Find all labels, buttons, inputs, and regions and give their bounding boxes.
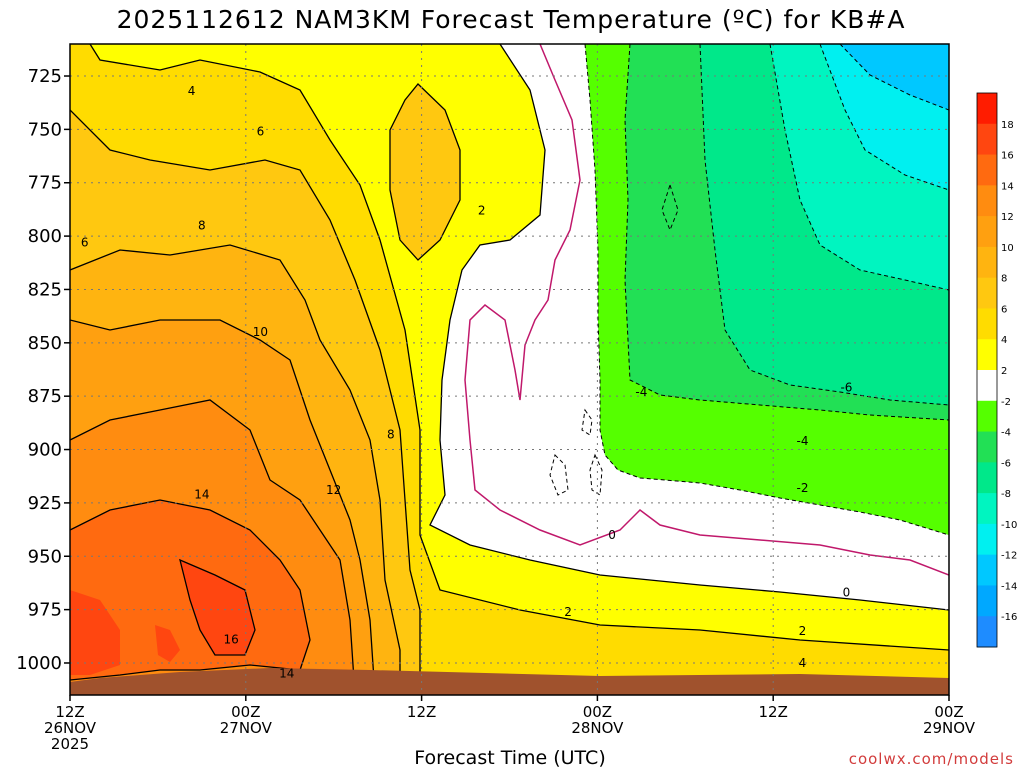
contour-label: 12 [326,483,341,497]
colorbar-label: -8 [1001,489,1011,500]
y-tick-label: 875 [28,386,62,407]
colorbar-label: -12 [1001,551,1017,562]
pressure-axis: 725 750 775 800 825 850 875 900 925 950 975 1000 [16,66,70,674]
colorbar-label: 18 [1001,120,1014,131]
contour-labels: 4 6 6 8 10 8 12 14 16 14 2 2 0 2 0 4 -4 -6 -4 -2 [81,84,853,681]
colorbar-swatch [977,277,997,309]
colorbar-swatch [977,585,997,617]
x-tick-label: 00Z [583,703,612,721]
contour-label: -4 [797,434,809,448]
x-tick-label: 26NOV [44,719,97,737]
colorbar-label: 2 [1001,366,1007,377]
colorbar-label: -6 [1001,458,1011,469]
colorbar-swatch [977,339,997,371]
colorbar-label: 16 [1001,151,1014,162]
region-warm-16 [70,560,255,675]
region-warm-6-pocket [390,84,460,260]
colorbar-label: 12 [1001,212,1014,223]
region-cold-minus14 [840,44,949,110]
contour-label: 14 [194,487,209,501]
contour-label: 4 [799,656,807,670]
colorbar-label: 10 [1001,243,1014,254]
colorbar-label: -14 [1001,581,1017,592]
contour-label: 16 [224,633,239,647]
y-tick-label: 775 [28,173,62,194]
y-tick-label: 950 [28,546,62,567]
x-tick-label: 27NOV [220,719,273,737]
x-tick-label: 00Z [934,703,963,721]
colorbar-label: 4 [1001,335,1007,346]
contour-label: 4 [188,84,196,98]
x-tick-label: 12Z [759,703,788,721]
colorbar-label: 6 [1001,304,1007,315]
colorbar-swatch [977,462,997,494]
colorbar-label: -10 [1001,520,1017,531]
colorbar-swatch [977,400,997,433]
colorbar-swatch [977,154,997,186]
y-tick-label: 750 [28,119,62,140]
region-cold-minus2 [585,44,949,535]
contour-label: 2 [799,624,807,638]
contour-label: -6 [840,381,852,395]
colorbar-swatch [977,431,997,463]
colorbar: 18 16 14 12 10 8 6 4 2 -2 -4 -6 -8 -10 -12 -14 -16 [976,92,1017,648]
plot-frame [69,43,950,696]
contour-label: 6 [81,236,89,250]
x-axis-label: Forecast Time (UTC) [414,747,605,768]
x-tick-label: 00Z [231,703,260,721]
colorbar-label: -16 [1001,612,1017,623]
colorbar-label: -2 [1001,397,1011,408]
contour-label: 6 [257,125,265,139]
colorbar-swatch [977,246,997,279]
chart-title: 2025112612 NAM3KM Forecast Temperature (… [117,5,906,34]
colorbar-swatch [977,185,997,217]
y-tick-label: 825 [28,279,62,300]
colorbar-swatch [977,216,997,248]
x-tick-label: 12Z [407,703,436,721]
y-tick-label: 725 [28,66,62,87]
colorbar-label: 14 [1001,181,1014,192]
y-tick-label: 1000 [16,653,62,674]
contour-label: 2 [564,605,572,619]
terrain [70,668,949,695]
colorbar-frame [976,92,998,648]
contour-label: -2 [797,481,809,495]
y-tick-label: 925 [28,493,62,514]
colorbar-swatch [977,308,997,340]
x-tick-label: 2025 [51,735,89,753]
colorbar-swatch [977,493,997,525]
colorbar-label: 8 [1001,274,1007,285]
x-tick-label: 28NOV [571,719,624,737]
x-tick-label: 12Z [55,703,84,721]
colorbar-swatch [977,554,997,586]
contour-label: 0 [843,586,851,600]
colorbar-swatch [977,93,997,125]
contour-label: 10 [253,325,268,339]
contour-label: -4 [635,385,647,399]
contour-label: 2 [478,203,486,217]
y-tick-label: 800 [28,226,62,247]
y-tick-label: 975 [28,600,62,621]
y-tick-label: 900 [28,440,62,461]
colorbar-label: -4 [1001,428,1011,439]
x-tick-label: 29NOV [923,719,976,737]
colorbar-swatch [977,123,997,156]
temperature-field: 4 6 6 8 10 8 12 14 16 14 2 2 0 2 0 4 -4 -6 -4 -2 [70,44,949,695]
contour-label: 14 [279,667,294,681]
contour-label: 8 [387,428,395,442]
contour-label: 8 [198,218,206,232]
credit-text: coolwx.com/models [849,750,1014,768]
colorbar-swatch [977,616,997,648]
contour-label: 0 [608,528,616,542]
colorbar-swatch [977,370,997,402]
colorbar-swatch [977,523,997,556]
y-tick-label: 850 [28,333,62,354]
